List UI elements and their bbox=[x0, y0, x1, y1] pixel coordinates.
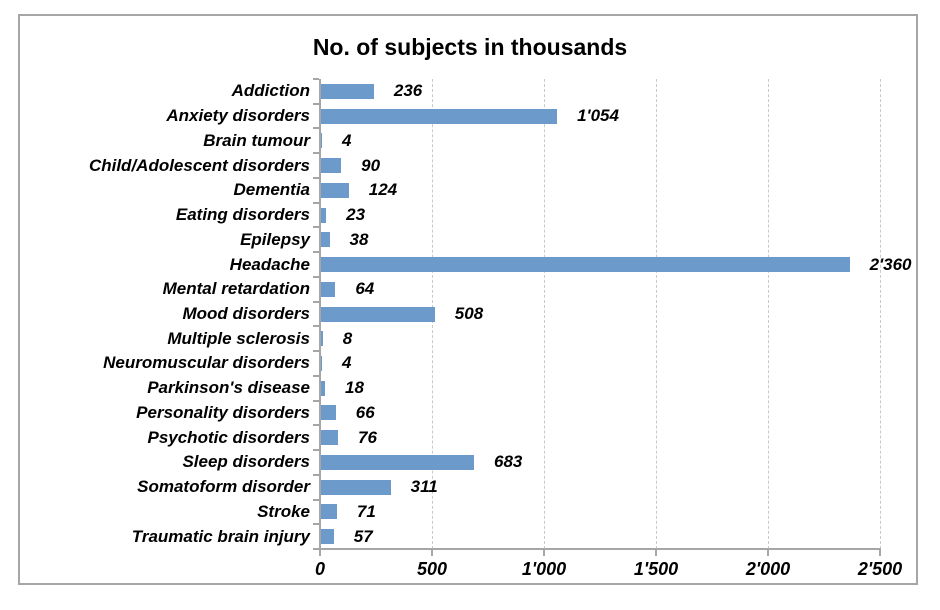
category-label-multiple-sclerosis: Multiple sclerosis bbox=[167, 328, 310, 348]
bar-stroke bbox=[321, 504, 337, 520]
y-axis-tick bbox=[313, 498, 319, 501]
y-axis-tick bbox=[313, 226, 319, 229]
bar-epilepsy bbox=[321, 232, 330, 248]
x-tick-label-0: 0 bbox=[314, 559, 325, 579]
category-label-addiction: Addiction bbox=[231, 81, 310, 101]
category-label-mental-retardation: Mental retardation bbox=[162, 279, 310, 299]
y-axis-tick bbox=[313, 275, 319, 278]
gridline-1000 bbox=[544, 79, 545, 549]
y-axis-tick bbox=[313, 399, 319, 402]
gridline-2000 bbox=[768, 79, 769, 549]
x-tick-label-2500: 2'500 bbox=[857, 559, 903, 579]
category-label-epilepsy: Epilepsy bbox=[240, 229, 310, 249]
y-axis-tick bbox=[313, 102, 319, 105]
x-tick-label-1500: 1'500 bbox=[633, 559, 679, 579]
value-label-child-adolescent-disorders: 90 bbox=[361, 155, 381, 175]
bar-mental-retardation bbox=[321, 281, 336, 297]
bar-somatoform-disorder bbox=[321, 479, 391, 495]
bar-addiction bbox=[321, 83, 374, 99]
bar-neuromuscular-disorders bbox=[321, 355, 322, 371]
y-axis-tick bbox=[313, 523, 319, 526]
y-axis-tick bbox=[313, 176, 319, 179]
x-axis-tick bbox=[543, 550, 545, 556]
value-label-mental-retardation: 64 bbox=[355, 279, 375, 299]
bar-headache bbox=[321, 257, 850, 273]
y-axis-tick bbox=[313, 548, 319, 550]
bar-multiple-sclerosis bbox=[321, 331, 323, 347]
category-label-child-adolescent-disorders: Child/Adolescent disorders bbox=[88, 155, 310, 175]
y-axis-tick bbox=[313, 300, 319, 303]
bar-anxiety-disorders bbox=[321, 108, 558, 124]
value-label-neuromuscular-disorders: 4 bbox=[342, 353, 352, 373]
category-label-stroke: Stroke bbox=[257, 501, 310, 521]
y-axis-tick bbox=[313, 325, 319, 328]
category-label-headache: Headache bbox=[229, 254, 310, 274]
y-axis-tick bbox=[313, 127, 319, 130]
chart-border bbox=[18, 14, 918, 585]
bar-personality-disorders bbox=[321, 405, 336, 421]
bar-mood-disorders bbox=[321, 306, 435, 322]
category-label-parkinson-s-disease: Parkinson's disease bbox=[147, 378, 310, 398]
value-label-sleep-disorders: 683 bbox=[493, 452, 523, 472]
value-label-parkinson-s-disease: 18 bbox=[345, 378, 364, 398]
bar-child-adolescent-disorders bbox=[321, 158, 342, 174]
x-tick-label-2000: 2'000 bbox=[745, 559, 791, 579]
y-axis-tick bbox=[313, 78, 319, 80]
category-label-psychotic-disorders: Psychotic disorders bbox=[147, 427, 310, 447]
value-label-traumatic-brain-injury: 57 bbox=[353, 526, 373, 546]
value-label-mood-disorders: 508 bbox=[454, 304, 484, 323]
x-tick-label-500: 500 bbox=[416, 559, 448, 579]
x-axis-tick bbox=[767, 550, 769, 556]
value-label-epilepsy: 38 bbox=[349, 229, 369, 249]
value-label-somatoform-disorder: 311 bbox=[410, 477, 438, 497]
x-axis-tick bbox=[879, 550, 881, 556]
bar-traumatic-brain-injury bbox=[321, 529, 334, 545]
y-axis-tick bbox=[313, 449, 319, 452]
bar-brain-tumour bbox=[321, 133, 322, 149]
value-label-personality-disorders: 66 bbox=[355, 402, 375, 422]
value-label-anxiety-disorders: 1'054 bbox=[577, 106, 619, 126]
gridline-1500 bbox=[656, 79, 657, 549]
value-label-eating-disorders: 23 bbox=[346, 205, 366, 225]
category-label-eating-disorders: Eating disorders bbox=[175, 205, 310, 225]
y-axis-tick bbox=[313, 201, 319, 204]
x-axis-tick bbox=[319, 550, 321, 556]
category-label-neuromuscular-disorders: Neuromuscular disorders bbox=[103, 353, 310, 373]
category-label-sleep-disorders: Sleep disorders bbox=[182, 452, 310, 472]
value-label-headache: 2'360 bbox=[869, 254, 912, 274]
bar-dementia bbox=[321, 182, 349, 198]
value-label-addiction: 236 bbox=[393, 81, 423, 101]
value-label-stroke: 71 bbox=[356, 501, 376, 521]
category-label-traumatic-brain-injury: Traumatic brain injury bbox=[131, 526, 310, 546]
x-axis-tick bbox=[655, 550, 657, 556]
category-label-mood-disorders: Mood disorders bbox=[182, 304, 310, 323]
y-axis-tick bbox=[313, 473, 319, 476]
category-label-dementia: Dementia bbox=[233, 180, 310, 200]
x-tick-label-1000: 1'000 bbox=[521, 559, 567, 579]
value-label-dementia: 124 bbox=[368, 180, 398, 200]
chart-title: No. of subjects in thousands bbox=[312, 34, 628, 60]
y-axis-line bbox=[319, 79, 321, 549]
y-axis-tick bbox=[313, 424, 319, 427]
x-axis-tick bbox=[431, 550, 433, 556]
y-axis-tick bbox=[313, 152, 319, 155]
value-label-psychotic-disorders: 76 bbox=[358, 427, 377, 447]
bar-eating-disorders bbox=[321, 207, 327, 223]
bar-sleep-disorders bbox=[321, 454, 474, 470]
bar-parkinson-s-disease bbox=[321, 380, 326, 396]
gridline-2500 bbox=[880, 79, 881, 549]
bar-psychotic-disorders bbox=[321, 430, 339, 446]
y-axis-tick bbox=[313, 251, 319, 254]
x-axis-line bbox=[319, 548, 881, 550]
y-axis-tick bbox=[313, 350, 319, 353]
y-axis-tick bbox=[313, 374, 319, 377]
category-label-anxiety-disorders: Anxiety disorders bbox=[166, 106, 310, 126]
value-label-brain-tumour: 4 bbox=[342, 130, 352, 150]
category-label-personality-disorders: Personality disorders bbox=[136, 402, 310, 422]
value-label-multiple-sclerosis: 8 bbox=[342, 328, 353, 348]
category-label-brain-tumour: Brain tumour bbox=[203, 130, 310, 150]
category-label-somatoform-disorder: Somatoform disorder bbox=[137, 477, 310, 497]
